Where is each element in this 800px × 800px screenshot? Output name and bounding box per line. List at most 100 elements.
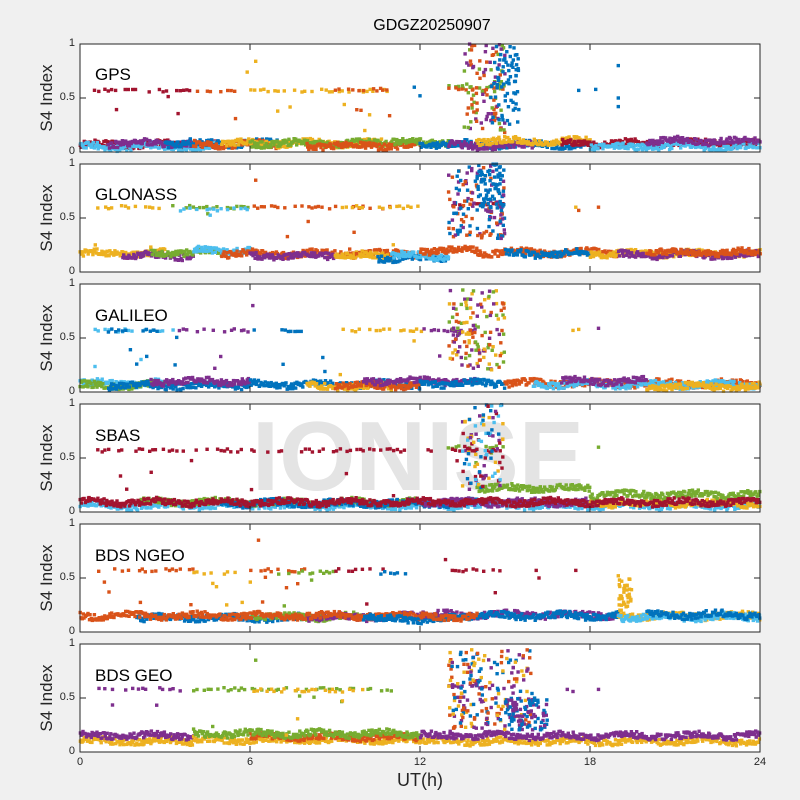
data-point bbox=[498, 87, 503, 91]
data-point bbox=[506, 143, 510, 148]
data-point bbox=[341, 381, 345, 385]
data-point bbox=[456, 84, 461, 89]
data-point bbox=[166, 380, 170, 385]
data-point bbox=[734, 136, 738, 140]
data-point bbox=[377, 377, 382, 382]
data-point bbox=[498, 219, 502, 223]
data-point bbox=[136, 255, 141, 259]
data-point bbox=[365, 377, 369, 381]
data-point bbox=[239, 204, 243, 209]
data-point bbox=[334, 382, 339, 386]
data-point bbox=[472, 201, 476, 205]
data-point bbox=[611, 143, 615, 147]
data-point bbox=[506, 63, 510, 67]
data-point bbox=[312, 380, 316, 385]
data-point bbox=[319, 379, 323, 383]
data-point bbox=[149, 146, 153, 150]
data-point bbox=[464, 214, 468, 219]
data-point bbox=[574, 143, 579, 147]
data-point bbox=[190, 381, 194, 386]
data-point bbox=[599, 255, 603, 260]
data-point bbox=[502, 145, 506, 149]
data-point bbox=[312, 144, 316, 148]
data-point bbox=[416, 376, 420, 381]
data-point bbox=[392, 385, 397, 389]
data-point bbox=[114, 107, 119, 112]
data-point bbox=[118, 254, 122, 258]
data-point bbox=[323, 381, 327, 386]
data-point bbox=[178, 148, 182, 152]
data-point bbox=[199, 142, 204, 146]
data-point bbox=[404, 382, 408, 386]
data-point bbox=[733, 251, 737, 256]
data-point bbox=[412, 250, 416, 254]
data-point bbox=[747, 246, 751, 251]
data-point bbox=[117, 381, 122, 386]
data-point bbox=[182, 254, 186, 258]
data-point bbox=[499, 208, 504, 212]
data-point bbox=[532, 248, 537, 252]
data-point bbox=[494, 141, 499, 146]
data-point bbox=[260, 257, 264, 261]
data-point bbox=[450, 245, 454, 249]
data-point bbox=[426, 250, 431, 254]
data-point bbox=[467, 145, 472, 149]
data-point bbox=[218, 248, 223, 252]
data-point bbox=[174, 249, 178, 254]
data-point bbox=[646, 146, 650, 151]
data-point bbox=[406, 254, 410, 258]
data-point bbox=[405, 379, 410, 383]
data-point bbox=[156, 378, 160, 383]
data-point bbox=[310, 89, 314, 94]
data-point bbox=[510, 61, 514, 65]
data-point bbox=[559, 146, 563, 150]
data-point bbox=[716, 254, 721, 259]
data-point bbox=[607, 253, 611, 257]
data-point bbox=[245, 207, 249, 212]
data-point bbox=[91, 252, 95, 257]
data-point bbox=[706, 144, 711, 148]
data-point bbox=[109, 206, 114, 210]
data-point bbox=[475, 202, 479, 206]
data-point bbox=[552, 249, 556, 254]
data-point bbox=[144, 137, 149, 141]
data-point bbox=[409, 205, 413, 209]
data-point bbox=[377, 257, 382, 261]
data-point bbox=[208, 89, 213, 94]
data-point bbox=[484, 117, 488, 122]
data-point bbox=[140, 254, 144, 259]
data-point bbox=[479, 170, 484, 175]
data-point bbox=[390, 139, 394, 143]
data-point bbox=[470, 191, 475, 195]
data-point bbox=[271, 141, 275, 145]
data-point bbox=[447, 226, 451, 230]
data-point bbox=[330, 384, 334, 389]
data-point bbox=[447, 245, 451, 249]
data-point bbox=[462, 69, 467, 73]
data-point bbox=[503, 72, 507, 76]
data-point bbox=[468, 59, 473, 63]
data-point bbox=[252, 378, 257, 382]
data-point bbox=[418, 375, 422, 380]
data-point bbox=[375, 89, 379, 93]
data-point bbox=[205, 245, 210, 250]
data-point bbox=[498, 84, 502, 88]
data-point bbox=[501, 179, 506, 183]
data-point bbox=[376, 254, 380, 259]
data-point bbox=[475, 108, 479, 112]
data-point bbox=[496, 141, 501, 146]
data-point bbox=[126, 144, 130, 148]
data-point bbox=[418, 382, 422, 386]
data-point bbox=[110, 387, 115, 391]
data-point bbox=[721, 148, 725, 153]
data-point bbox=[402, 254, 406, 259]
data-point bbox=[530, 146, 534, 150]
data-point bbox=[405, 256, 410, 260]
data-point bbox=[344, 381, 349, 385]
data-point bbox=[477, 169, 481, 174]
data-point bbox=[201, 205, 206, 210]
data-point bbox=[89, 145, 93, 149]
data-point bbox=[262, 87, 266, 91]
data-point bbox=[461, 183, 465, 187]
data-point bbox=[634, 143, 638, 148]
